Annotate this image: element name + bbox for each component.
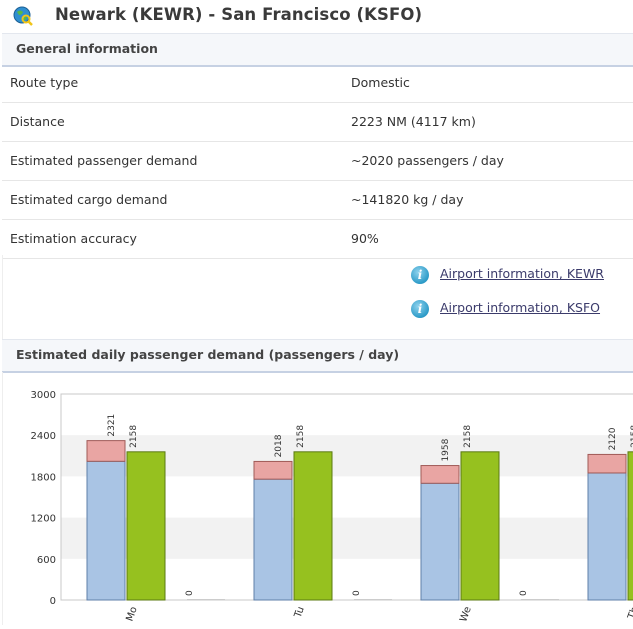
- bar-data-label: 2018: [274, 434, 284, 457]
- bar-data-label: 2120: [608, 427, 618, 450]
- bar-data-label: 2158: [630, 425, 633, 448]
- bar-series-2: [627, 451, 633, 601]
- info-value: 2223 NM (4117 km): [351, 114, 476, 129]
- bar-series-3: [187, 599, 225, 600]
- x-tick-label: Tu: [292, 605, 306, 620]
- title-bar: Newark (KEWR) - San Francisco (KSFO): [0, 0, 633, 33]
- info-icon: i: [411, 266, 429, 284]
- x-tick-label: Th: [626, 605, 633, 621]
- airport-link-label[interactable]: Airport information, KEWR: [440, 266, 604, 281]
- info-row-route-type: Route type Domestic: [2, 64, 633, 103]
- y-tick-label: 2400: [31, 431, 56, 442]
- y-tick-label: 1800: [31, 472, 56, 483]
- general-info-title: General information: [16, 41, 158, 56]
- bar-series-1-base: [587, 472, 627, 601]
- info-label: Estimated cargo demand: [10, 192, 168, 207]
- airport-link-label[interactable]: Airport information, KSFO: [440, 300, 601, 315]
- info-row-cargo-demand: Estimated cargo demand ~141820 kg / day: [2, 181, 633, 220]
- globe-search-icon: [13, 6, 33, 26]
- y-tick-label: 0: [50, 596, 56, 607]
- y-tick-label: 1200: [31, 514, 56, 525]
- bar-series-1-top: [587, 453, 627, 474]
- info-label: Distance: [10, 114, 65, 129]
- bar-series-3: [521, 599, 559, 600]
- x-tick-label: We: [458, 605, 474, 623]
- general-info-table: Route type Domestic Distance 2223 NM (41…: [2, 64, 633, 259]
- info-row-accuracy: Estimation accuracy 90%: [2, 220, 633, 259]
- info-icon: i: [411, 300, 429, 318]
- info-label: Estimation accuracy: [10, 231, 137, 246]
- bar-series-1-top: [420, 465, 460, 484]
- info-value: ~2020 passengers / day: [351, 153, 504, 168]
- bar-series-3: [354, 599, 392, 600]
- bar-data-label: 0: [519, 590, 529, 596]
- bar-series-1-top: [86, 440, 126, 462]
- page-title: Newark (KEWR) - San Francisco (KSFO): [55, 5, 423, 24]
- bar-series-1-base: [86, 460, 126, 601]
- info-row-passenger-demand: Estimated passenger demand ~2020 passeng…: [2, 142, 633, 181]
- chart-section-title: Estimated daily passenger demand (passen…: [16, 347, 400, 362]
- general-info-header: General information: [2, 33, 633, 67]
- bar-data-label: 2158: [129, 425, 139, 448]
- chart-section-header: Estimated daily passenger demand (passen…: [2, 339, 633, 373]
- plot-border: [60, 393, 633, 601]
- bar-data-label: 0: [185, 590, 195, 596]
- info-label: Estimated passenger demand: [10, 153, 198, 168]
- bar-series-1-base: [253, 478, 293, 601]
- info-value: Domestic: [351, 75, 410, 90]
- airport-links: i Airport information, KEWR i Airport in…: [2, 255, 633, 339]
- bar-data-label: 1958: [441, 438, 451, 461]
- info-value: ~141820 kg / day: [351, 192, 464, 207]
- info-label: Route type: [10, 75, 79, 90]
- bar-series-1-top: [253, 460, 293, 480]
- bar-data-label: 0: [352, 590, 362, 596]
- passenger-demand-chart-area: 0 600 1200 1800 2400 3000 2321 2158 0 Mo 2018 2158 0…: [2, 372, 633, 625]
- bar-data-label: 2158: [296, 425, 306, 448]
- info-value: 90%: [351, 231, 379, 246]
- bar-series-2: [126, 451, 166, 601]
- bar-data-label: 2321: [107, 414, 117, 437]
- bar-data-label: 2158: [463, 425, 473, 448]
- y-tick-label: 600: [37, 555, 56, 566]
- info-row-distance: Distance 2223 NM (4117 km): [2, 103, 633, 142]
- passenger-demand-chart: 0 600 1200 1800 2400 3000 2321 2158 0 Mo 2018 2158 0…: [31, 390, 633, 624]
- bar-series-2: [293, 451, 333, 601]
- bar-series-2: [460, 451, 500, 601]
- y-tick-label: 3000: [31, 390, 56, 401]
- x-tick-label: Mo: [124, 605, 139, 623]
- bar-series-1-base: [420, 482, 460, 601]
